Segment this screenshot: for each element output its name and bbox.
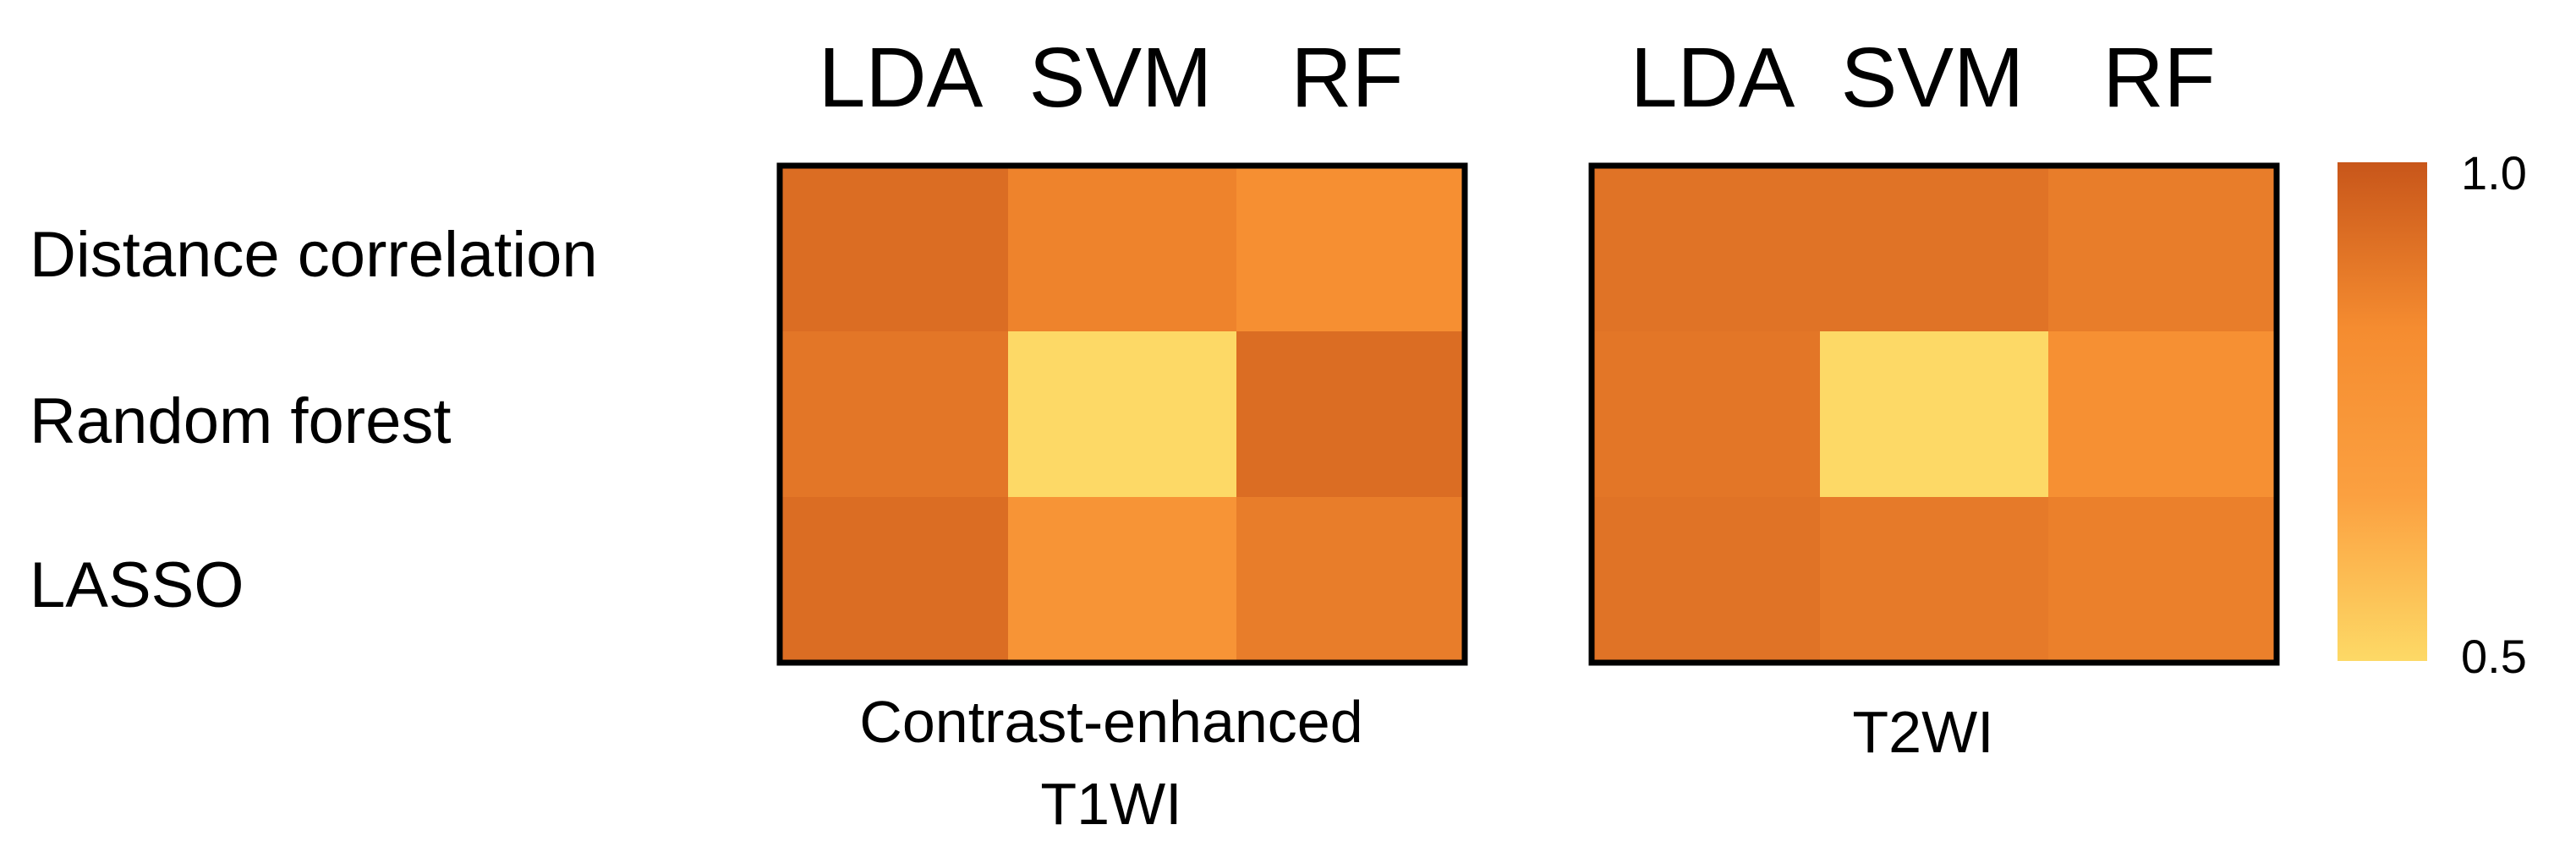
heatmap-cell-p2-r1-c3 xyxy=(2048,166,2277,331)
heatmap-cell-p1-r3-c2 xyxy=(1008,497,1236,663)
panel-2-col-header-lda: LDA xyxy=(1631,30,1795,125)
heatmap-cell-p2-r3-c3 xyxy=(2048,497,2277,663)
panel-2-col-header-svm: SVM xyxy=(1841,30,2025,125)
row-label-lasso: LASSO xyxy=(30,549,244,621)
panel-1-caption-line-1: Contrast-enhanced xyxy=(859,689,1362,755)
colorbar-max-label: 1.0 xyxy=(2461,146,2527,199)
panel-2-border xyxy=(1588,162,2280,666)
heatmap-cell-p2-r2-c2 xyxy=(1820,331,2048,497)
heatmap-cell-p1-r3-c3 xyxy=(1236,497,1465,663)
row-labels: Distance correlation Random forest LASSO xyxy=(30,219,598,621)
heatmap-cell-p1-r1-c2 xyxy=(1008,166,1236,331)
colorbar-ticks: 1.0 0.5 xyxy=(2461,146,2527,683)
heatmap-cell-p2-r1-c2 xyxy=(1820,166,2048,331)
heatmap-cell-p1-r1-c3 xyxy=(1236,166,1465,331)
panel-1-border xyxy=(776,162,1468,666)
heatmap-cell-p1-r3-c1 xyxy=(780,497,1008,663)
heatmap-cell-p2-r3-c2 xyxy=(1820,497,2048,663)
colorbar-min-label: 0.5 xyxy=(2461,630,2527,683)
row-label-distance-correlation: Distance correlation xyxy=(30,219,598,291)
heatmap-cell-p2-r1-c1 xyxy=(1592,166,1820,331)
heatmap-panel-t2wi xyxy=(1588,162,2280,666)
panel-2-column-headers: LDA SVM RF xyxy=(1631,30,2216,125)
row-label-random-forest: Random forest xyxy=(30,385,451,457)
panel-1-col-header-rf: RF xyxy=(1291,30,1403,125)
colorbar xyxy=(2338,162,2427,661)
heatmap-panel-t1wi xyxy=(776,162,1468,666)
panel-1-column-headers: LDA SVM RF xyxy=(819,30,1404,125)
heatmap-cell-p1-r2-c2 xyxy=(1008,331,1236,497)
panel-1-col-header-svm: SVM xyxy=(1029,30,1213,125)
panel-1-col-header-lda: LDA xyxy=(819,30,984,125)
panel-captions: Contrast-enhanced T1WI T2WI xyxy=(859,689,1993,837)
heatmap-cell-p1-r2-c3 xyxy=(1236,331,1465,497)
heatmap-cell-p1-r1-c1 xyxy=(780,166,1008,331)
panel-2-caption-line-1: T2WI xyxy=(1852,699,1993,765)
heatmap-cell-p2-r3-c1 xyxy=(1592,497,1820,663)
panel-2-col-header-rf: RF xyxy=(2102,30,2215,125)
heatmap-cell-p2-r2-c3 xyxy=(2048,331,2277,497)
heatmap-cell-p1-r2-c1 xyxy=(780,331,1008,497)
heatmap-cell-p2-r2-c1 xyxy=(1592,331,1820,497)
panel-1-caption-line-2: T1WI xyxy=(1040,771,1181,837)
